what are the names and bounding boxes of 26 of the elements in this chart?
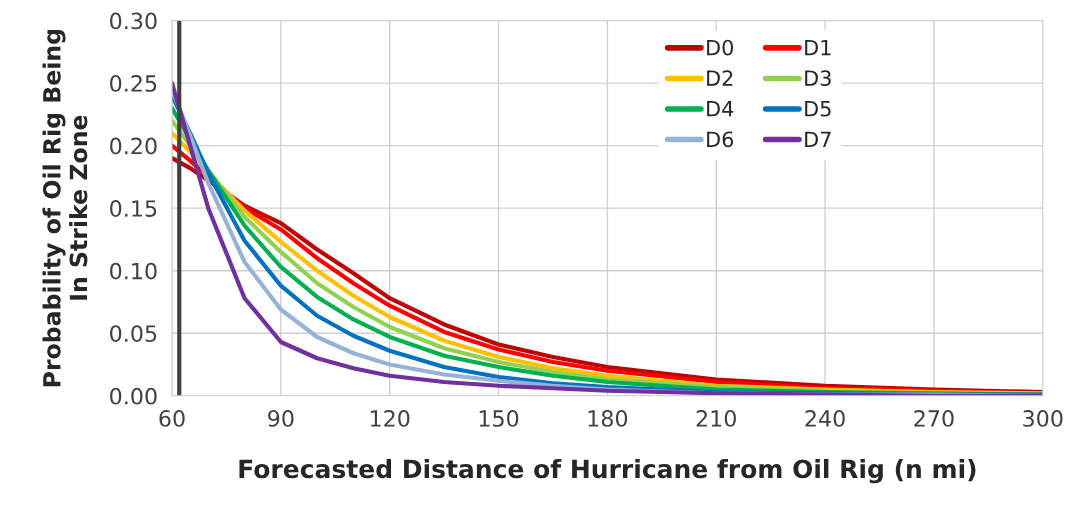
x-tick-label: 210 <box>696 410 736 427</box>
x-tick-label: 90 <box>268 410 294 427</box>
legend-label: D3 <box>805 70 831 87</box>
y-tick-label: 0.05 <box>110 325 157 342</box>
x-tick-label: 150 <box>479 410 519 427</box>
legend-label: D4 <box>707 101 734 117</box>
x-axis-title: Forecasted Distance of Hurricane from Oil Rig (n mi) <box>239 458 976 484</box>
legend-label: D0 <box>707 39 734 56</box>
y-tick-label: 0.30 <box>110 12 157 30</box>
x-tick-label: 120 <box>370 410 410 427</box>
y-tick-label: 0.00 <box>110 387 157 405</box>
y-tick-label: 0.15 <box>110 200 157 217</box>
y-tick-label: 0.25 <box>110 75 157 92</box>
x-tick-label: 180 <box>588 410 628 427</box>
x-tick-label: 300 <box>1023 410 1063 427</box>
y-tick-label: 0.20 <box>110 137 157 155</box>
x-tick-label: 240 <box>805 410 845 427</box>
x-tick-label: 60 <box>159 410 185 427</box>
y-tick-label: 0.10 <box>110 262 157 280</box>
x-tick-label: 270 <box>914 410 954 427</box>
y-axis-title: Probability of Oil Rig Being In Strike Zone <box>42 29 88 387</box>
legend-label: D5 <box>805 101 831 117</box>
legend-label: D7 <box>805 131 831 147</box>
legend-label: D6 <box>707 131 734 148</box>
legend-label: D2 <box>707 70 733 86</box>
legend-label: D1 <box>805 39 831 56</box>
